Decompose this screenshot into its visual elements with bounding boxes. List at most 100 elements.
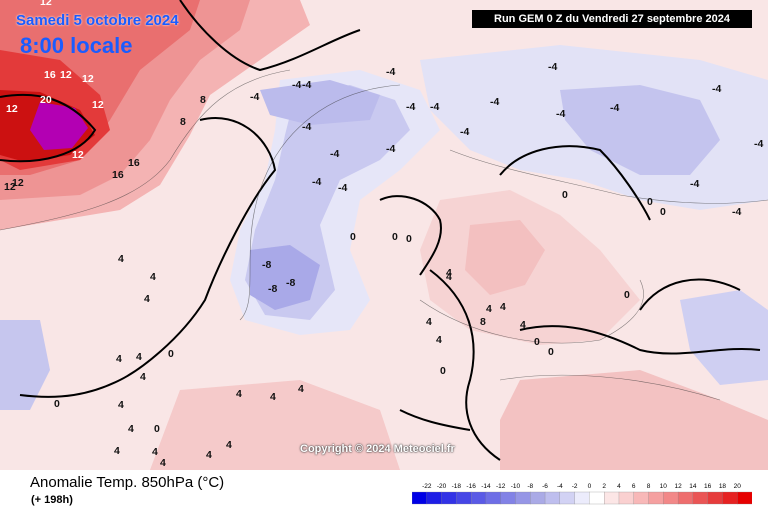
contour-line	[419, 279, 644, 344]
contour-label: -8	[262, 259, 271, 271]
legend-swatch	[411, 491, 428, 505]
legend-swatch	[530, 491, 546, 505]
legend-tick-label: 0	[588, 483, 592, 490]
contour-label: 0	[548, 346, 554, 358]
color-scale-legend: -22 -20 -18 -16 -14 -12 -10 -8 -6 -4 -2 0 2 4 6 8 10 12 14…	[411, 478, 753, 506]
legend-swatch	[633, 491, 649, 505]
cool-region-west-edge	[0, 320, 50, 410]
contour-label: 4	[270, 391, 276, 403]
atlantic-arc	[19, 117, 277, 398]
contour-label: 4	[152, 446, 158, 458]
contour-label: 4	[144, 293, 150, 305]
warm-region-south-atlantic	[150, 380, 400, 470]
legend-swatch	[692, 491, 709, 505]
africa-coast	[399, 409, 471, 431]
map-title: Anomalie Temp. 850hPa (°C)	[30, 474, 225, 491]
contour-label: 16	[128, 157, 140, 169]
contour-label: 4	[436, 334, 442, 346]
legend-swatch	[604, 491, 620, 505]
contour-label: 8	[480, 316, 486, 328]
legend-swatch	[544, 491, 561, 505]
run-banner: Run GEM 0 Z du Vendredi 27 septembre 202…	[472, 10, 752, 28]
contour-label: 0	[647, 196, 653, 208]
contour-label: 12	[72, 149, 84, 161]
contour-label: -4	[460, 126, 469, 138]
contour-label: 16	[112, 169, 124, 181]
contour-label: 20	[40, 94, 52, 106]
contour-label: -4	[386, 143, 395, 155]
contour-label: -8	[286, 277, 295, 289]
warm-region-extreme	[30, 102, 88, 150]
anomaly-contours	[0, 69, 768, 401]
arctic-coast	[179, 0, 361, 72]
contour-label: 0	[154, 423, 160, 435]
contour-label: 0	[624, 289, 630, 301]
contour-label: 0	[406, 233, 412, 245]
contour-label: 4	[426, 316, 432, 328]
warm-region-central-europe	[465, 220, 545, 295]
contour-label: 4	[486, 303, 492, 315]
contour-label: -4	[690, 178, 699, 190]
contour-label: 12	[12, 177, 24, 189]
med-coast	[519, 325, 761, 355]
contour-label: 8	[180, 116, 186, 128]
legend-swatch	[589, 491, 605, 505]
legend-swatch	[722, 491, 738, 505]
legend-swatch	[500, 491, 516, 505]
legend-swatch	[515, 491, 531, 505]
cool-region-scandinavia-core	[560, 85, 720, 175]
legend-swatch	[648, 491, 664, 505]
contour-line	[0, 69, 291, 231]
contour-label: 4	[118, 399, 124, 411]
contour-label: 4	[298, 383, 304, 395]
legend-tick-label: -2	[572, 483, 578, 490]
scandinavia-coast	[499, 145, 651, 221]
contour-label: 4	[140, 371, 146, 383]
contour-label: 4	[500, 301, 506, 313]
contour-label: -4	[548, 61, 557, 73]
contour-label: 0	[562, 189, 568, 201]
contour-label: -4	[610, 102, 619, 114]
contour-label: -4	[490, 96, 499, 108]
contour-label: -4	[732, 206, 741, 218]
legend-tick-label: -10	[511, 483, 521, 490]
contour-label: -4	[250, 91, 259, 103]
legend-canvas: -22 -20 -18 -16 -14 -12 -10 -8 -6 -4 -2 0 2 4 6 8 10 12 14…	[411, 483, 753, 505]
cool-region-east	[680, 290, 768, 385]
contour-label: -4	[754, 138, 763, 150]
contour-label: 4	[136, 351, 142, 363]
legend-swatch	[574, 491, 590, 505]
contour-label: 4	[160, 457, 166, 469]
contour-label: 4	[118, 253, 124, 265]
legend-swatch	[707, 491, 723, 505]
legend-swatch	[441, 491, 457, 505]
contour-label: -4	[292, 79, 301, 91]
contour-label: 12	[4, 181, 16, 193]
legend-tick-label: -16	[466, 483, 476, 490]
legend-tick-label: 18	[719, 483, 727, 490]
contour-label: 4	[236, 388, 242, 400]
greenland-coast	[0, 93, 97, 163]
legend-swatch	[485, 491, 502, 505]
contour-label: -4	[712, 83, 721, 95]
legend-tick-label: -4	[557, 483, 563, 490]
legend-swatch	[677, 491, 694, 505]
legend-swatches	[411, 491, 753, 505]
legend-swatch	[426, 491, 443, 505]
contour-label: 0	[350, 231, 356, 243]
contour-label: -4	[312, 176, 321, 188]
legend-tick-label: -18	[452, 483, 462, 490]
copyright: Copyright © 2024 Meteociel.fr	[300, 443, 455, 455]
legend-tick-label: 12	[674, 483, 682, 490]
black-sea-coast	[639, 278, 741, 311]
legend-tick-label: 10	[660, 483, 668, 490]
cool-region-north	[260, 80, 380, 125]
contour-label: 4	[114, 445, 120, 457]
legend-tick-label: 14	[689, 483, 697, 490]
contour-label: 4	[446, 271, 452, 283]
contour-label: -8	[268, 283, 277, 295]
anomaly-map: 12 16 12 12 12 20 12 12 16 16 12 8 8 -4 -4 -4 -4 -4 -8 -8 -8…	[0, 0, 768, 470]
contour-line	[239, 84, 401, 321]
